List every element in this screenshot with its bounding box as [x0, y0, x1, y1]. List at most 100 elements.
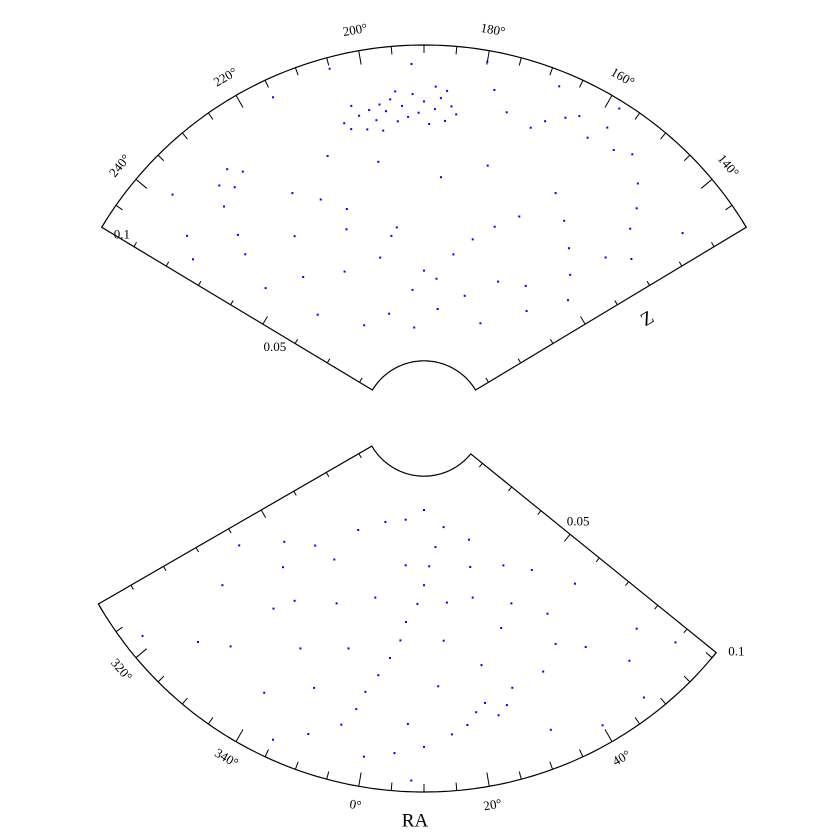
galaxy-point — [364, 690, 367, 693]
galaxy-point — [314, 544, 317, 547]
galaxy-point — [197, 641, 199, 643]
ra-tick — [660, 132, 667, 140]
wedge-outline — [97, 445, 718, 793]
ra-tick-label: 180° — [480, 20, 507, 39]
galaxy-point — [436, 308, 439, 310]
galaxy-point — [366, 128, 369, 131]
galaxy-point — [500, 627, 503, 629]
galaxy-point — [343, 122, 346, 125]
z-tick — [710, 652, 717, 660]
z-tick — [614, 300, 618, 306]
galaxy-point — [272, 96, 274, 99]
galaxy-point — [333, 558, 336, 561]
galaxy-point — [469, 566, 472, 568]
galaxy-point — [316, 313, 319, 316]
z-tick — [325, 472, 330, 477]
z-tick — [517, 358, 522, 364]
galaxy-point — [567, 299, 569, 302]
galaxy-point — [404, 564, 407, 567]
galaxy-point — [642, 696, 645, 699]
ra-tick-label: 200° — [342, 20, 369, 39]
galaxy-point — [374, 596, 377, 599]
galaxy-point — [486, 60, 489, 63]
galaxy-point — [529, 126, 532, 129]
ra-tick — [604, 95, 613, 108]
galaxy-point — [463, 294, 466, 297]
galaxy-point — [471, 596, 474, 599]
ra-tick — [207, 717, 214, 725]
z-tick — [359, 377, 363, 383]
galaxy-point — [307, 733, 310, 735]
galaxy-point — [335, 602, 338, 605]
galaxy-point — [604, 256, 607, 259]
galaxy-point — [434, 85, 437, 88]
galaxy-point — [283, 540, 286, 543]
galaxy-point — [302, 276, 305, 278]
galaxy-point — [241, 170, 244, 173]
galaxy-point — [471, 238, 474, 241]
galaxy-point — [455, 113, 458, 116]
galaxy-point — [635, 207, 638, 210]
ra-tick — [486, 772, 490, 787]
z-tick — [549, 338, 554, 344]
galaxy-point — [410, 63, 413, 65]
galaxy-point — [578, 115, 581, 118]
wedge-outline — [100, 44, 748, 391]
galaxy-point — [416, 602, 419, 605]
z-tick — [165, 261, 170, 267]
galaxy-point — [340, 723, 343, 726]
galaxy-point — [546, 612, 549, 615]
galaxy-point — [428, 565, 431, 568]
galaxy-point — [410, 779, 413, 782]
galaxy-point — [363, 324, 366, 327]
ra-tick-label: 140° — [715, 151, 742, 180]
ra-tick — [181, 132, 188, 140]
galaxy-point — [484, 701, 486, 704]
galaxy-point — [396, 120, 399, 123]
galaxy-point — [442, 639, 445, 642]
galaxy-point — [389, 98, 392, 101]
galaxy-point — [493, 225, 496, 228]
galaxy-point — [497, 280, 500, 283]
galaxy-point — [389, 657, 391, 659]
galaxy-point — [468, 538, 470, 541]
ra-tick — [455, 782, 458, 791]
galaxy-point — [401, 104, 403, 107]
galaxy-point — [382, 129, 385, 132]
galaxy-point — [437, 685, 440, 688]
ra-tick — [326, 57, 330, 66]
z-tick — [625, 581, 629, 586]
ra-tick — [135, 178, 148, 189]
galaxy-point — [385, 110, 387, 113]
galaxy-point — [423, 745, 425, 748]
galaxy-point — [343, 270, 346, 273]
galaxy-point — [272, 607, 275, 610]
galaxy-point — [569, 273, 572, 276]
ra-tick — [579, 749, 584, 757]
z-tick — [262, 316, 268, 325]
galaxy-point — [404, 518, 407, 521]
galaxy-point — [350, 128, 353, 131]
ra-tick — [390, 46, 393, 55]
galaxy-point — [452, 253, 455, 256]
galaxy-point — [554, 192, 557, 195]
galaxy-point — [674, 641, 677, 644]
galaxy-point — [377, 674, 380, 677]
galaxy-point — [406, 722, 409, 725]
galaxy-point — [511, 686, 514, 689]
z-tick-label: 0.05 — [567, 513, 590, 528]
ra-tick — [358, 772, 362, 787]
galaxy-point — [542, 670, 545, 673]
z-axis-label: Z — [637, 307, 658, 331]
galaxy-point — [186, 234, 188, 237]
ra-tick — [235, 729, 244, 742]
z-tick — [358, 453, 362, 459]
z-tick — [485, 377, 489, 383]
galaxy-point — [238, 544, 241, 547]
galaxy-point — [377, 160, 380, 163]
z-tick — [133, 242, 137, 247]
ra-tick — [683, 154, 691, 162]
galaxy-point — [584, 646, 587, 648]
galaxy-point — [413, 326, 416, 329]
galaxy-point — [554, 642, 557, 645]
